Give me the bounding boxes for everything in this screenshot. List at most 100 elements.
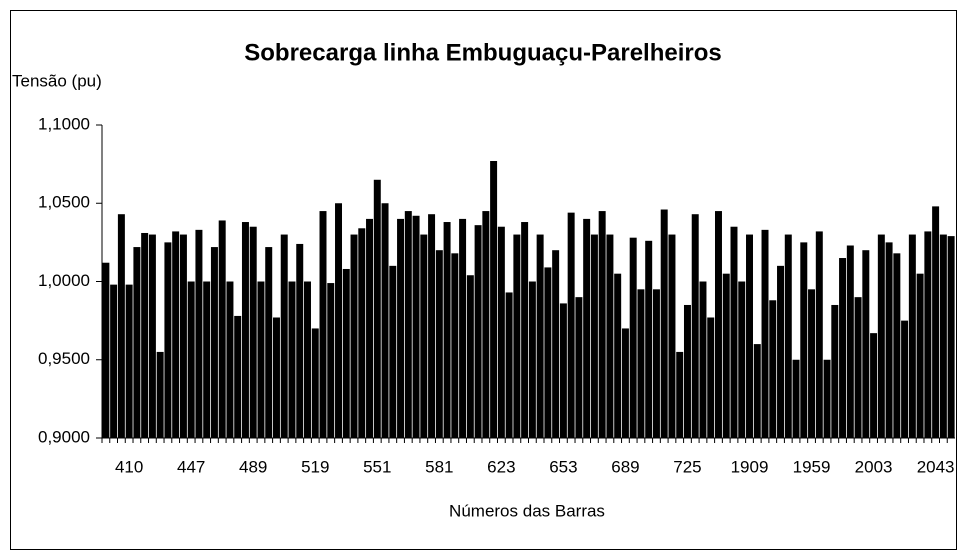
bar: [590, 234, 598, 438]
bar: [412, 215, 420, 438]
x-tick-label: 410: [115, 457, 143, 476]
bar: [559, 303, 567, 438]
bar: [738, 281, 746, 438]
y-tick-label: 1,0500: [38, 193, 90, 212]
bar: [443, 222, 451, 438]
bar: [606, 234, 614, 438]
bar: [513, 234, 521, 438]
bar: [893, 253, 901, 438]
bar: [846, 245, 854, 438]
bar: [901, 320, 909, 438]
bar: [683, 304, 691, 438]
bar: [668, 234, 676, 438]
bar: [350, 234, 358, 438]
bar: [210, 247, 218, 438]
bar: [342, 268, 350, 438]
bar: [839, 258, 847, 438]
x-tick-label: 689: [611, 457, 639, 476]
bar: [652, 289, 660, 438]
bar: [203, 281, 211, 438]
bar: [102, 262, 110, 438]
bar: [831, 304, 839, 438]
bar: [389, 265, 397, 438]
bar: [676, 351, 684, 438]
bar: [164, 242, 172, 438]
bar: [110, 284, 118, 438]
bar: [311, 328, 319, 438]
x-tick-label: 551: [363, 457, 391, 476]
bar: [133, 247, 141, 438]
bar: [792, 359, 800, 438]
bar: [474, 225, 482, 438]
bar: [753, 344, 761, 438]
bar: [280, 234, 288, 438]
bar: [428, 214, 436, 438]
bar: [777, 265, 785, 438]
bar: [637, 289, 645, 438]
bar: [304, 281, 311, 438]
bar: [156, 351, 164, 438]
bar: [583, 218, 591, 438]
bar: [699, 281, 707, 438]
bar: [660, 209, 668, 438]
bar: [823, 359, 831, 438]
bar: [466, 275, 474, 438]
x-tick-label: 653: [549, 457, 577, 476]
bar: [784, 234, 792, 438]
bar: [187, 281, 195, 438]
x-tick-label: 2043: [917, 457, 955, 476]
bar: [397, 218, 405, 438]
bar: [117, 214, 125, 438]
bar: [335, 203, 343, 438]
x-tick-label: 1909: [731, 457, 769, 476]
bar: [536, 234, 544, 438]
bar: [815, 231, 823, 438]
bar: [939, 234, 947, 438]
chart-title: Sobrecarga linha Embuguaçu-Parelheiros: [244, 39, 721, 66]
bar: [125, 284, 133, 438]
bar: [319, 211, 327, 438]
x-tick-label: 2003: [855, 457, 893, 476]
x-tick-label: 623: [487, 457, 515, 476]
bar: [358, 228, 366, 438]
bar: [730, 226, 738, 438]
bar: [195, 229, 203, 438]
bar: [148, 234, 156, 438]
bar: [373, 179, 381, 438]
bar: [714, 211, 722, 438]
bar: [544, 267, 552, 438]
bar: [924, 231, 932, 438]
bar: [908, 234, 916, 438]
bar: [800, 242, 808, 438]
bar: [141, 232, 149, 438]
bar: [226, 281, 234, 438]
bar: [218, 220, 226, 438]
bar: [808, 289, 816, 438]
x-tick-label: 489: [239, 457, 267, 476]
y-tick-label: 1,1000: [38, 114, 90, 133]
x-tick-label: 447: [177, 457, 205, 476]
bar: [870, 333, 878, 438]
bar: [621, 328, 629, 438]
bar: [552, 250, 560, 438]
bar: [451, 253, 459, 438]
bar: [598, 211, 606, 438]
bar: [877, 234, 885, 438]
bar: [521, 222, 529, 438]
bar: [707, 317, 715, 438]
y-axis-label: Tensão (pu): [12, 71, 102, 90]
bar: [722, 273, 730, 438]
x-tick-label: 581: [425, 457, 453, 476]
bar: [885, 242, 893, 438]
bar: [296, 243, 304, 438]
bar: [435, 250, 443, 438]
bar: [234, 315, 242, 438]
bar: [932, 206, 940, 438]
bar: [567, 212, 575, 438]
bar: [505, 292, 513, 438]
y-tick-label: 0,9000: [38, 427, 90, 446]
bar: [761, 229, 769, 438]
bar: [528, 281, 536, 438]
